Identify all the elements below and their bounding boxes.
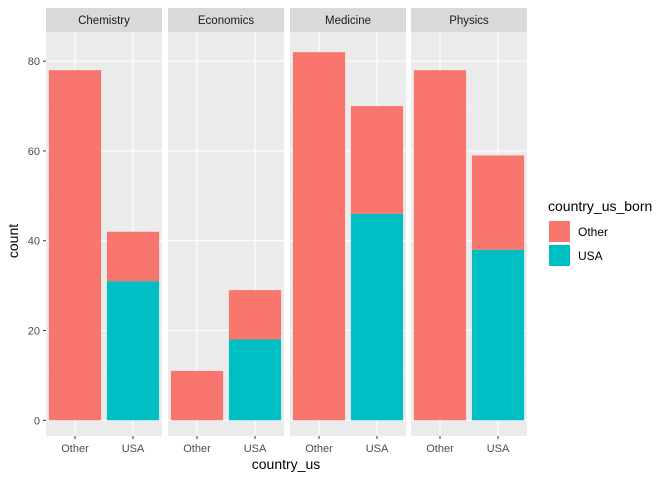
x-tick-label: USA xyxy=(487,443,510,455)
facet-panel-economics: Economics Other USA xyxy=(168,8,284,455)
legend-label-usa: USA xyxy=(578,249,603,263)
x-tick-label: USA xyxy=(122,443,145,455)
facet-panel-physics: Physics Other USA xyxy=(411,8,527,455)
bar-physics-usa-other xyxy=(471,155,525,250)
x-tick-label: USA xyxy=(244,443,267,455)
x-tick-label: Other xyxy=(183,443,211,455)
bar-physics-other-other xyxy=(413,70,467,421)
facet-strip xyxy=(46,8,162,32)
legend-label-other: Other xyxy=(578,225,608,239)
bar-medicine-usa-other xyxy=(350,106,404,214)
y-tick-label: 20 xyxy=(28,326,40,338)
bar-economics-usa-other xyxy=(228,290,282,340)
x-tick-label: Other xyxy=(305,443,333,455)
y-tick-label: 0 xyxy=(34,415,40,427)
y-axis-title: count xyxy=(5,224,21,258)
bar-chemistry-usa-usa xyxy=(106,281,160,421)
y-tick-label: 40 xyxy=(28,236,40,248)
x-tick-label: USA xyxy=(366,443,389,455)
facet-strip-label: Economics xyxy=(198,15,254,27)
bar-chemistry-usa-other xyxy=(106,231,160,282)
x-tick-label: Other xyxy=(426,443,454,455)
facet-strip-label: Physics xyxy=(449,15,489,27)
bar-physics-usa-usa xyxy=(471,249,525,421)
x-axis-title: country_us xyxy=(252,456,320,472)
bar-medicine-usa-usa xyxy=(350,213,404,421)
facet-strip-label: Chemistry xyxy=(78,15,130,27)
y-tick-label: 80 xyxy=(28,56,40,68)
y-tick-label: 60 xyxy=(28,146,40,158)
legend-key-other xyxy=(549,221,570,242)
facet-strip xyxy=(168,8,284,32)
legend-title: country_us_born xyxy=(548,198,652,214)
bar-chemistry-other-other xyxy=(48,70,102,421)
legend-key-usa xyxy=(549,245,570,266)
facet-panel-chemistry: Chemistry Other USA xyxy=(46,8,162,455)
x-tick-label: Other xyxy=(61,443,89,455)
bar-economics-other-other xyxy=(170,370,224,421)
facet-strip xyxy=(411,8,527,32)
facet-panel-medicine: Medicine Other USA xyxy=(290,8,406,455)
legend: country_us_born Other USA xyxy=(548,198,652,266)
facet-strip-label: Medicine xyxy=(325,15,371,27)
bar-economics-usa-usa xyxy=(228,339,282,421)
facet-strip xyxy=(290,8,406,32)
bar-medicine-other-other xyxy=(292,52,346,421)
